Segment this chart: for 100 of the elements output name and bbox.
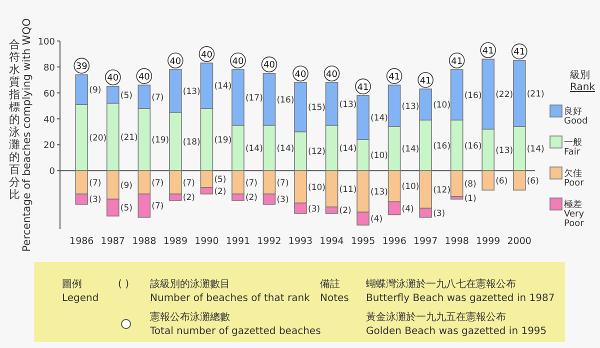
annotation: (7)	[276, 178, 289, 188]
annotation: 40	[138, 72, 150, 82]
annotation: (5)	[120, 204, 132, 214]
annotation: (7)	[245, 178, 258, 188]
annotation: (16)	[433, 141, 451, 152]
annotation: (3)	[276, 195, 289, 206]
legend-label: 極差 Very Poor	[564, 199, 585, 229]
legend-label: 一般 Fair	[564, 137, 582, 158]
y-tick-label: 0	[49, 167, 56, 178]
annotation: (7)	[182, 178, 195, 188]
annotation: (7)	[152, 202, 164, 212]
annotation: (19)	[214, 136, 232, 146]
annotation: (3)	[433, 208, 446, 219]
annotation: 41	[357, 82, 369, 93]
annotation: (2)	[339, 206, 352, 216]
annotation: (20)	[89, 134, 107, 144]
annotation: (10)	[308, 182, 326, 193]
annotation: (12)	[433, 185, 451, 196]
annotation: 40	[264, 60, 276, 71]
x-tick-label: 1997	[413, 236, 438, 247]
x-tick-label: 2000	[507, 236, 532, 247]
annotation: (4)	[370, 214, 383, 225]
annotation: 40	[107, 74, 119, 84]
x-tick-label: 1998	[444, 236, 469, 247]
annotation: (22)	[496, 90, 514, 100]
legend-title: 級別 Rank	[570, 70, 596, 93]
legend-label: 良好 Good	[564, 106, 588, 126]
annotation: (1)	[464, 194, 476, 204]
y-tick-label: 100	[38, 38, 56, 48]
annotation: 41	[420, 76, 432, 86]
annotation: 41	[482, 46, 494, 56]
x-tick-label: 1991	[226, 236, 250, 247]
annotation: (8)	[464, 180, 476, 190]
annotation: (16)	[276, 95, 294, 106]
annotation: 40	[294, 70, 306, 80]
x-tick-label: 1988	[132, 236, 156, 247]
annotation: (9)	[120, 180, 132, 191]
annotation: 40	[326, 70, 338, 80]
annotation: 41	[514, 48, 526, 58]
annotation: (2)	[245, 193, 258, 204]
annotation: (10)	[370, 151, 388, 162]
annotation: (17)	[245, 93, 263, 104]
annotation: (14)	[370, 113, 388, 124]
annotation: (13)	[182, 86, 200, 97]
annotation: (10)	[433, 100, 451, 111]
annotation: (16)	[464, 141, 482, 152]
y-tick-label: 20	[44, 141, 56, 152]
annotation: (19)	[152, 136, 170, 146]
text: 圖例 Legend	[62, 279, 99, 304]
annotation: (13)	[496, 146, 514, 156]
annotation: (4)	[402, 204, 414, 214]
annotation: (18)	[182, 137, 200, 148]
annotation: (6)	[526, 176, 539, 186]
y-tick-label: 60	[44, 89, 56, 100]
annotation: (14)	[245, 144, 263, 154]
annotation: (3)	[308, 204, 320, 214]
annotation: (7)	[152, 178, 164, 188]
annotation: (10)	[402, 182, 420, 192]
text: 備註 Notes	[320, 278, 349, 304]
x-tick-label: 1989	[163, 236, 188, 247]
text: ( )	[118, 279, 130, 290]
annotation: (7)	[89, 178, 102, 188]
annotation: (21)	[526, 90, 544, 100]
x-tick-label: 1992	[257, 236, 282, 247]
annotation: (6)	[496, 176, 508, 186]
annotation: (14)	[526, 144, 544, 155]
text: 該級別的泳灘數目 Number of beaches of that rank	[150, 278, 310, 304]
annotation: (21)	[120, 132, 138, 143]
annotation: (2)	[182, 193, 195, 204]
x-tick-label: 1986	[70, 236, 94, 247]
annotation: (3)	[89, 195, 102, 206]
text: 憲報公布泳灘總數 Total number of gazetted beaches	[149, 311, 321, 337]
annotation: 40	[232, 56, 244, 67]
annotation: 41	[451, 56, 463, 67]
annotation: (5)	[214, 175, 226, 186]
annotation: (14)	[276, 144, 294, 154]
annotation: (2)	[214, 186, 226, 197]
annotation: (13)	[339, 100, 357, 110]
annotation: 41	[388, 72, 400, 82]
annotation: (14)	[339, 144, 357, 154]
text: 蝴蝶灣泳灘於一九八七在憲報公布 Butterfly Beach was gazetted in 1987	[366, 278, 555, 304]
annotation: (7)	[152, 92, 164, 103]
x-tick-label: 1993	[288, 236, 313, 247]
annotation: (13)	[370, 187, 388, 198]
legend-label: 欠佳 Poor	[564, 168, 584, 188]
annotation: 39	[76, 62, 88, 72]
x-tick-label: 1990	[194, 236, 219, 247]
annotation: 40	[170, 56, 182, 67]
annotation: (5)	[120, 90, 132, 101]
annotation: (14)	[402, 144, 420, 155]
x-tick-label: 1995	[350, 236, 376, 247]
y-tick-label: 80	[44, 63, 56, 74]
x-tick-label: 1987	[100, 236, 125, 247]
annotation: (9)	[89, 86, 102, 96]
x-tick-label: 1994	[320, 236, 344, 247]
x-tick-label: 1999	[476, 236, 500, 247]
annotation: 40	[200, 50, 213, 60]
y-tick-label: 40	[44, 115, 56, 126]
annotation: (12)	[308, 147, 326, 158]
annotation: (16)	[464, 90, 482, 101]
